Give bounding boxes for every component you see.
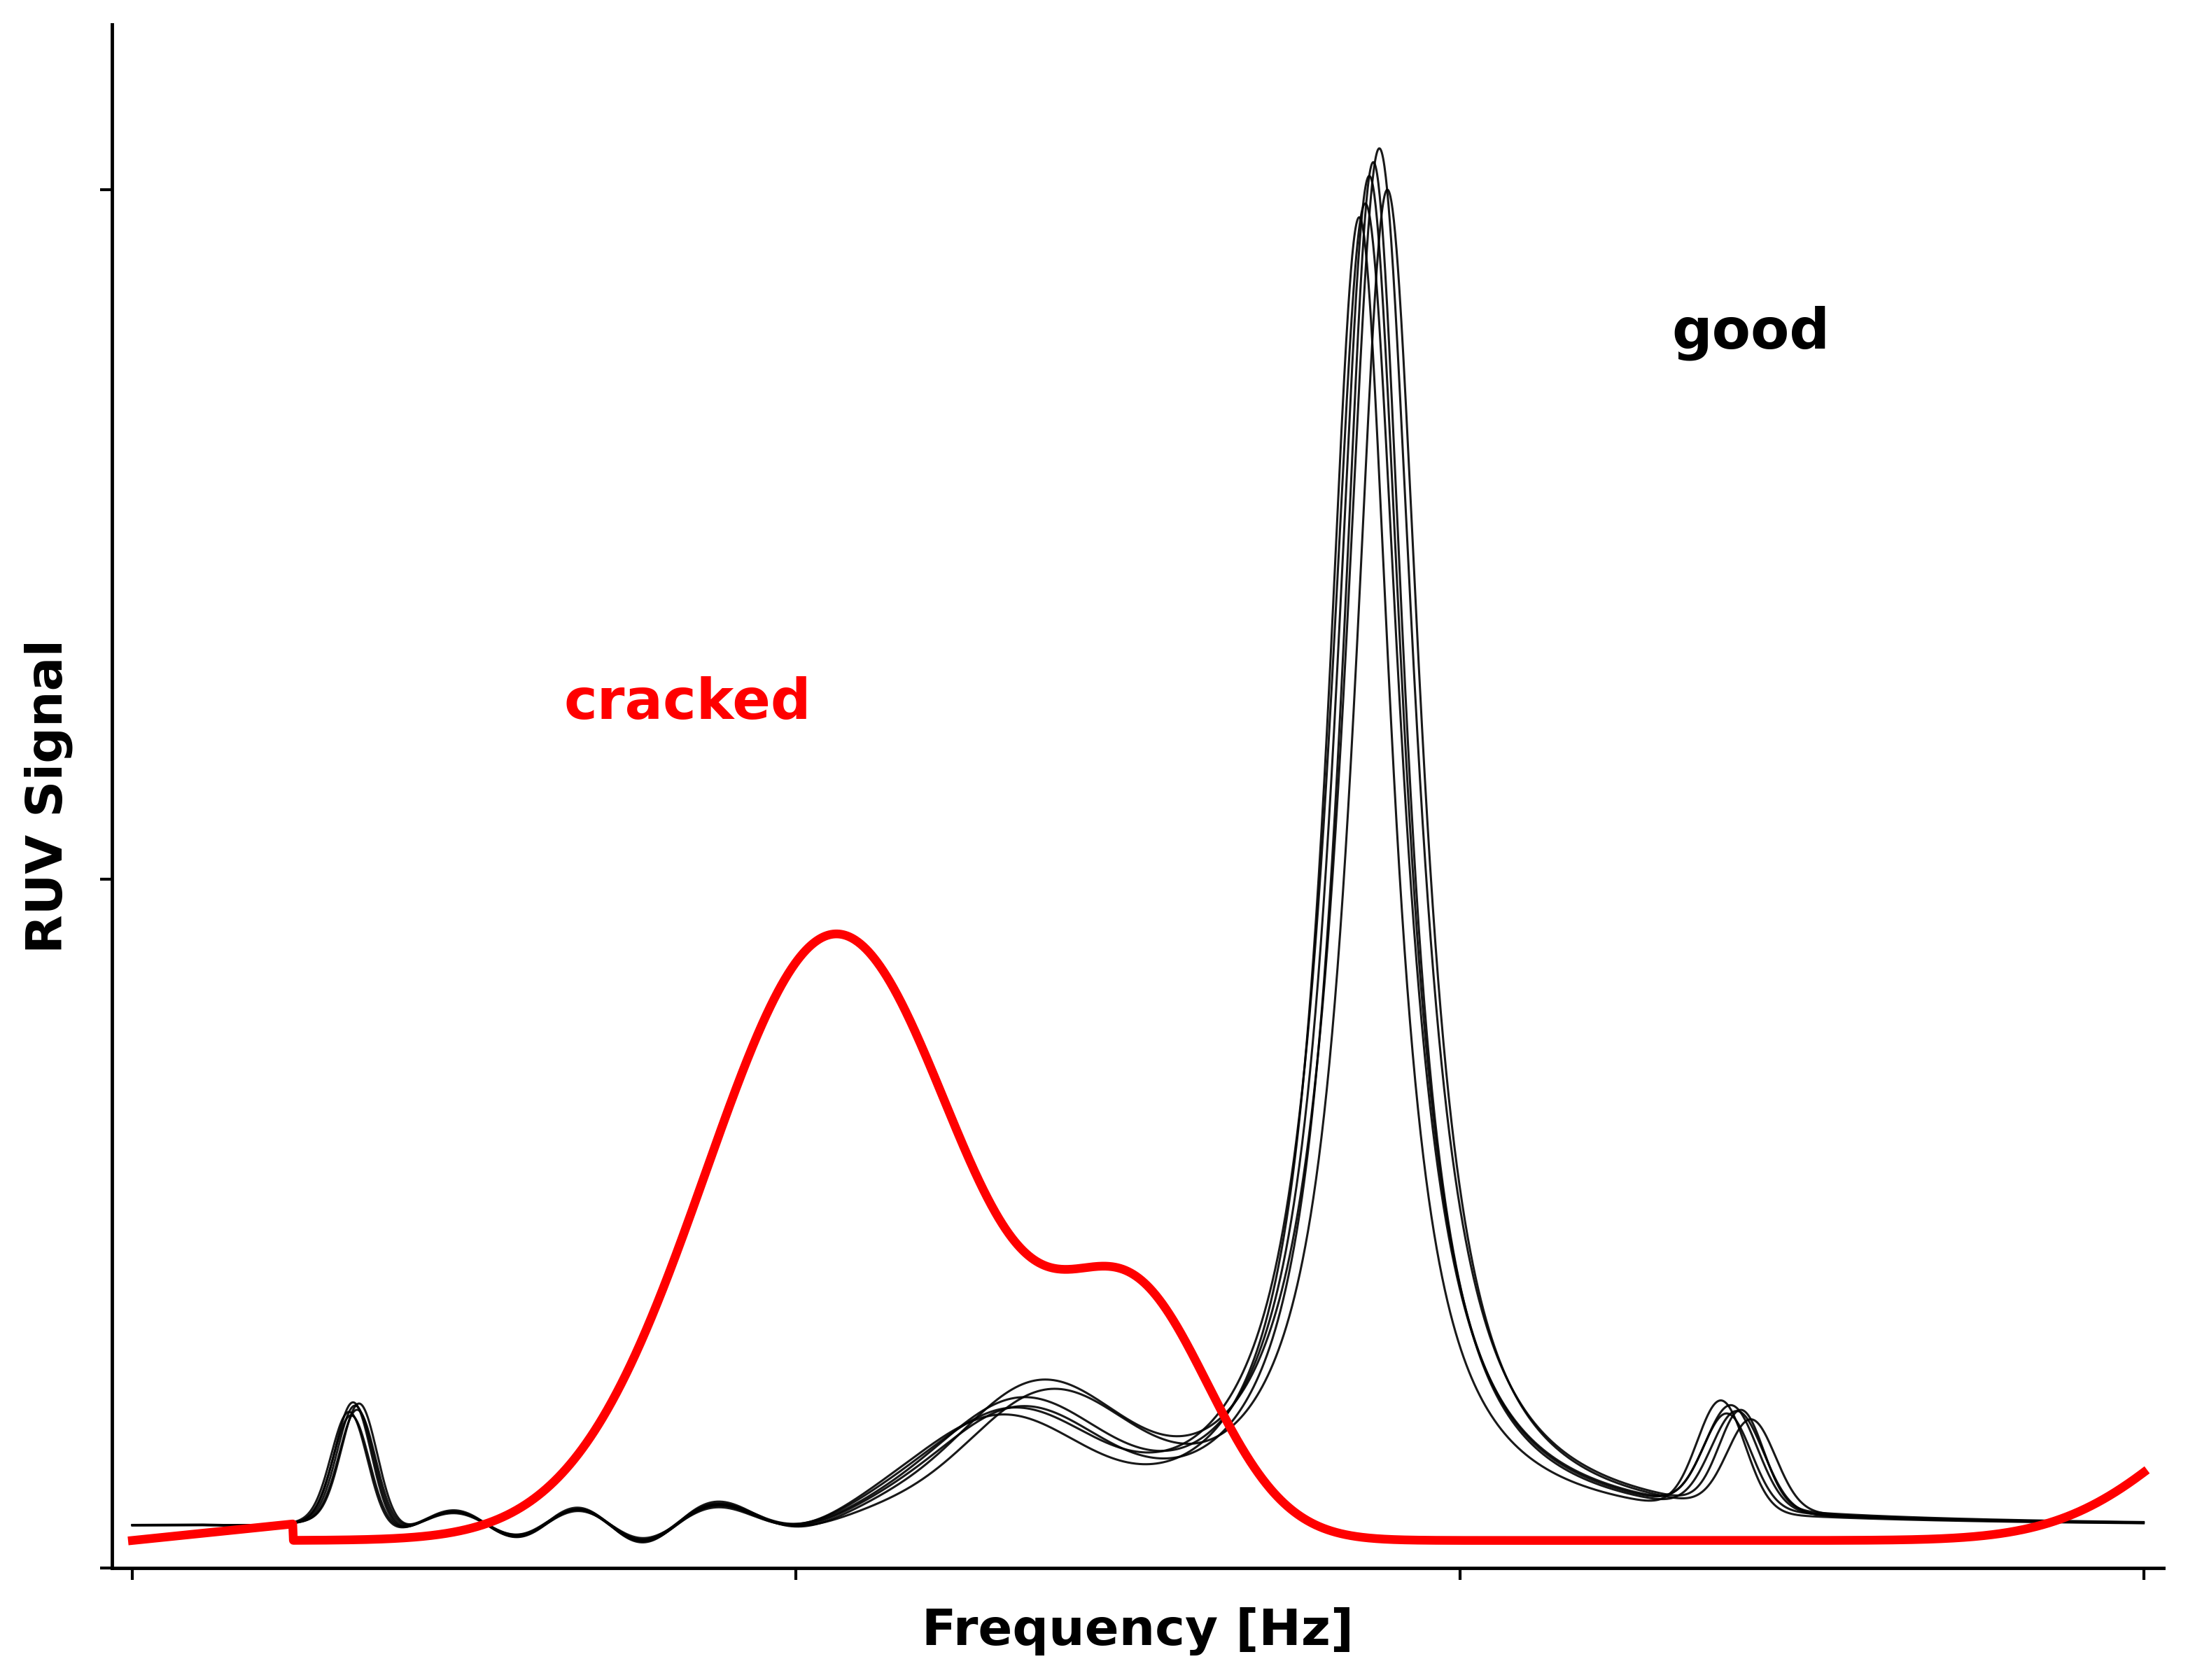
Text: good: good: [1672, 306, 1829, 361]
Y-axis label: RUV Signal: RUV Signal: [24, 638, 72, 953]
Text: cracked: cracked: [565, 677, 812, 731]
X-axis label: Frequency [Hz]: Frequency [Hz]: [921, 1608, 1354, 1656]
